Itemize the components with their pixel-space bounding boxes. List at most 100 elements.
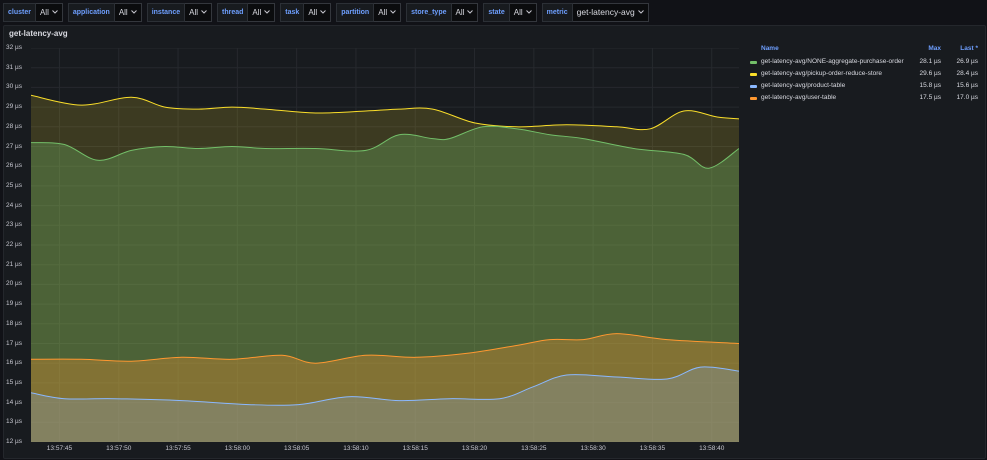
x-tick-label: 13:58:10 <box>343 445 369 452</box>
y-tick-label: 19 µs <box>6 300 23 308</box>
variable-select[interactable]: All <box>509 2 537 22</box>
y-tick-label: 29 µs <box>6 103 23 111</box>
x-tick-label: 13:58:40 <box>699 445 725 452</box>
variable-partition: partition All <box>336 2 402 22</box>
x-tick-label: 13:58:30 <box>580 445 606 452</box>
panel-title[interactable]: get-latency-avg <box>9 29 68 38</box>
variable-select[interactable]: All <box>304 2 332 22</box>
legend-col-name[interactable]: Name <box>761 45 779 52</box>
variable-select[interactable]: All <box>185 2 212 22</box>
variable-label: thread <box>217 2 249 22</box>
variable-store-type: store_type All <box>406 2 479 22</box>
y-tick-label: 30 µs <box>6 83 23 91</box>
y-tick-label: 17 µs <box>6 339 23 347</box>
x-tick-label: 13:58:05 <box>283 445 310 452</box>
x-tick-label: 13:58:20 <box>461 445 488 452</box>
y-tick-label: 16 µs <box>6 359 23 367</box>
variable-select[interactable]: All <box>451 2 479 22</box>
legend-header: Name Max Last * <box>748 45 978 57</box>
variable-value: All <box>118 7 128 17</box>
variable-label: cluster <box>3 2 36 22</box>
variable-value: All <box>189 7 198 17</box>
variable-metric: metric get-latency-avg <box>541 2 649 22</box>
variable-task: task All <box>280 2 332 22</box>
chevron-down-icon <box>637 10 644 14</box>
legend-row[interactable]: get-latency-avg/product-table 15.8 µs 15.6… <box>748 81 978 93</box>
series-color-swatch <box>750 61 757 64</box>
variable-value: All <box>39 7 49 17</box>
variable-label: instance <box>146 2 186 22</box>
variable-label: store_type <box>406 2 452 22</box>
legend-col-last[interactable]: Last * <box>960 45 978 52</box>
variable-label: metric <box>541 2 573 22</box>
legend-col-max[interactable]: Max <box>928 45 941 52</box>
legend-row[interactable]: get-latency-avg/pickup-order-reduce-stor… <box>748 69 978 81</box>
series-area <box>31 333 739 442</box>
chevron-down-icon <box>525 10 532 14</box>
variable-thread: thread All <box>217 2 276 22</box>
variable-label: task <box>280 2 305 22</box>
series-area <box>31 126 739 442</box>
y-tick-label: 22 µs <box>6 241 23 248</box>
x-tick-label: 13:58:00 <box>224 445 250 452</box>
variable-value: get-latency-avg <box>576 6 635 17</box>
chevron-down-icon <box>390 10 396 14</box>
variable-select[interactable]: All <box>374 2 402 22</box>
legend-row[interactable]: get-latency-avg/NONE-aggregate-purchase-… <box>748 57 978 69</box>
variable-value: All <box>378 7 388 17</box>
legend-table: Name Max Last * get-latency-avg/NONE-agg… <box>748 45 978 105</box>
x-tick-label: 13:58:35 <box>639 445 666 452</box>
legend-series-name: get-latency-avg/product-table <box>761 82 846 89</box>
y-tick-label: 20 µs <box>6 280 23 288</box>
variable-application: application All <box>67 2 142 22</box>
x-tick-label: 13:57:45 <box>46 445 73 452</box>
y-tick-label: 26 µs <box>6 162 23 170</box>
variable-select[interactable]: All <box>248 2 276 22</box>
plot-area[interactable] <box>31 48 739 442</box>
variable-value: All <box>252 7 262 17</box>
chevron-down-icon <box>467 10 474 14</box>
legend-max-value: 17.5 µs <box>919 94 941 101</box>
legend-series-name: get-latency-avg/pickup-order-reduce-stor… <box>761 70 883 77</box>
y-tick-label: 21 µs <box>6 260 23 268</box>
variable-value: All <box>513 7 523 17</box>
series-line <box>31 94 739 131</box>
variable-label: application <box>67 2 115 22</box>
y-tick-label: 15 µs <box>6 378 23 386</box>
legend-max-value: 29.6 µs <box>919 70 941 77</box>
legend-row[interactable]: get-latency-avg/user-table 17.5 µs 17.0 µs <box>748 93 978 105</box>
series-line <box>31 366 739 406</box>
y-tick-label: 18 µs <box>6 319 23 327</box>
series-color-swatch <box>750 97 757 100</box>
variable-value: All <box>455 7 465 17</box>
variable-select[interactable]: get-latency-avg <box>572 2 649 22</box>
variable-state: state All <box>483 2 537 22</box>
y-tick-label: 27 µs <box>6 142 23 150</box>
y-tick-label: 32 µs <box>6 44 23 51</box>
series-area <box>31 95 739 442</box>
chevron-down-icon <box>320 10 327 14</box>
y-tick-label: 31 µs <box>6 63 23 71</box>
x-tick-label: 13:58:15 <box>402 445 428 452</box>
variables-toolbar: cluster All application All instance All threa… <box>0 0 987 24</box>
legend-last-value: 26.9 µs <box>956 58 978 65</box>
variable-label: state <box>483 2 510 22</box>
legend-last-value: 17.0 µs <box>956 94 978 101</box>
variable-instance: instance All <box>146 2 212 22</box>
y-tick-label: 12 µs <box>6 438 23 445</box>
y-tick-label: 23 µs <box>6 221 23 229</box>
x-tick-label: 13:57:55 <box>165 445 191 452</box>
legend-max-value: 28.1 µs <box>919 58 941 65</box>
legend-last-value: 28.4 µs <box>956 70 978 77</box>
chevron-down-icon <box>130 10 137 14</box>
x-tick-label: 13:58:25 <box>521 445 547 452</box>
chevron-down-icon <box>264 10 271 14</box>
series-line <box>31 333 739 364</box>
variable-select[interactable]: All <box>35 2 63 22</box>
y-tick-label: 25 µs <box>6 181 23 189</box>
y-tick-label: 14 µs <box>6 398 23 406</box>
legend-series-name: get-latency-avg/NONE-aggregate-purchase-… <box>761 58 904 65</box>
series-color-swatch <box>750 85 757 88</box>
variable-select[interactable]: All <box>114 2 142 22</box>
y-tick-label: 28 µs <box>6 122 23 130</box>
